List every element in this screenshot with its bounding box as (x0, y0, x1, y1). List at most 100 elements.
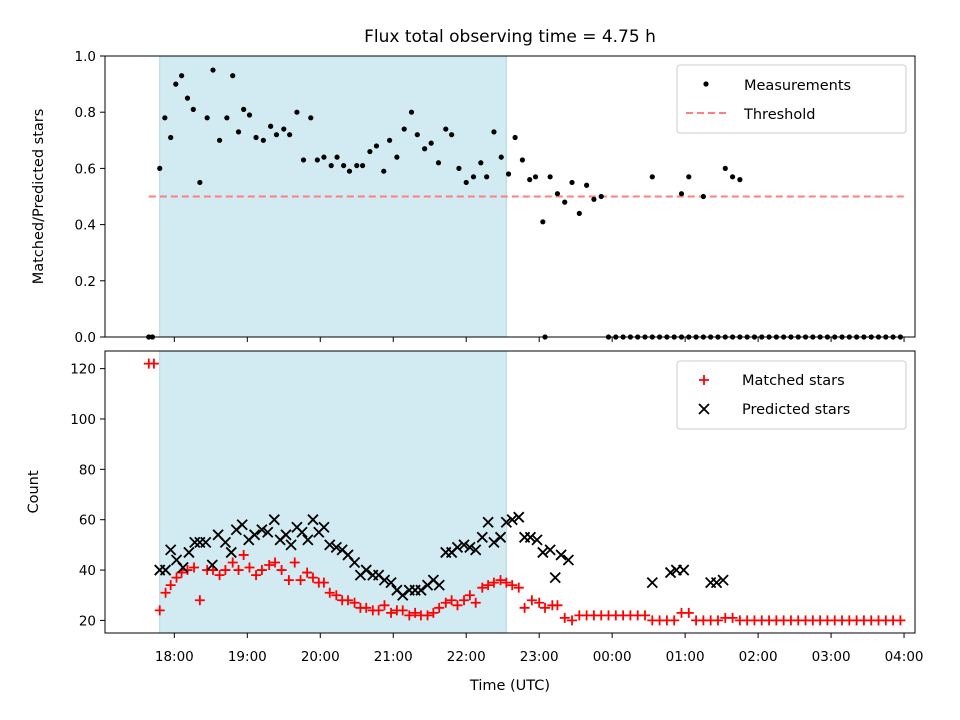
measurement-point (346, 168, 353, 174)
measurement-point (216, 137, 223, 143)
matched-star-point (361, 602, 372, 613)
measurement-point (470, 174, 477, 180)
x-tick-label: 21:00 (374, 649, 413, 665)
matched-star-point (283, 575, 294, 586)
predicted-star-point (451, 541, 464, 554)
bottom-plot-frame (104, 350, 916, 634)
matched-star-point (434, 602, 445, 613)
measurement-point (328, 162, 334, 169)
x-tick-label: 23:00 (520, 649, 559, 665)
matched-star-point (513, 582, 524, 593)
predicted-star-point (544, 544, 556, 556)
predicted-star-point (318, 521, 330, 533)
measurement-point (678, 191, 685, 197)
predicted-star-point (531, 534, 543, 546)
matched-star-point (373, 605, 384, 616)
measurement-point (478, 160, 484, 166)
predicted-star-point (710, 577, 723, 589)
bottom-y-tick-label: 60 (79, 513, 96, 529)
matched-star-point (379, 600, 390, 611)
measurement-point (268, 123, 274, 129)
matched-star-point (397, 605, 408, 616)
measurement-point (414, 132, 420, 138)
matched-star-point (318, 577, 329, 588)
measurement-point (700, 193, 706, 200)
matched-star-point (182, 565, 193, 576)
chart-title: Flux total observing time = 4.75 h (364, 27, 656, 47)
matched-star-point (410, 607, 421, 618)
measurement-point (204, 115, 210, 121)
predicted-star-point (464, 541, 476, 554)
matched-star-point (343, 595, 353, 606)
measurement-point (386, 137, 393, 143)
measurement-point (422, 146, 428, 152)
measurement-point (359, 162, 366, 169)
matched-star-point (270, 557, 281, 568)
measurement-point (532, 174, 539, 180)
top-y-tick-label: 0.4 (75, 218, 96, 234)
measurement-point (224, 115, 230, 121)
predicted-star-point (664, 566, 677, 579)
measurement-point (576, 210, 582, 216)
predicted-star-point (219, 536, 232, 548)
matched-star-points (143, 358, 906, 626)
measurement-point (367, 148, 373, 155)
measurement-point (562, 199, 568, 205)
predicted-star-point (159, 564, 172, 576)
matched-star-point (220, 565, 231, 576)
predicted-star-point (225, 546, 237, 559)
bottom-observing-window (159, 350, 507, 634)
matched-star-point (422, 610, 433, 621)
measurement-point (314, 157, 320, 163)
predicted-star-point (488, 536, 500, 548)
matched-star-point (349, 597, 360, 608)
top-observing-window (159, 55, 507, 338)
measurement-point (584, 182, 590, 188)
matched-star-point (895, 615, 906, 626)
matched-star-point (567, 615, 578, 626)
bottom-y-tick-label: 100 (70, 412, 96, 428)
predicted-star-point (415, 584, 427, 596)
predicted-star-point (256, 524, 268, 536)
matched-star-point (251, 570, 262, 581)
x-tick-label: 18:00 (155, 649, 194, 665)
top-y-tick-label: 1.0 (75, 49, 96, 65)
x-tick-label: 00:00 (593, 649, 632, 665)
matched-star-point (727, 612, 738, 623)
predicted-star-point (183, 546, 195, 559)
x-tick-label: 19:00 (228, 649, 267, 665)
matched-star-point (302, 567, 313, 578)
measurement-point (168, 134, 174, 141)
matched-star-point (386, 607, 397, 618)
matched-star-point (160, 587, 171, 598)
measurement-point (235, 129, 242, 135)
measurement-point (308, 115, 314, 121)
measurement-point (162, 115, 168, 121)
measurement-point (401, 126, 407, 132)
matched-star-point (519, 602, 530, 613)
measurement-point (435, 160, 442, 166)
measurement-point (737, 177, 743, 183)
predicted-star-point (189, 536, 201, 548)
predicted-star-point (397, 589, 409, 601)
predicted-star-point (262, 526, 274, 538)
predicted-star-point (555, 549, 567, 561)
legend-matched-marker (699, 375, 709, 385)
measurement-point (381, 168, 387, 174)
top-panel: 0.0 0.2 0.4 0.6 0.8 1.0 Flux total observing … (31, 27, 916, 346)
x-axis-label: Time (UTC) (469, 678, 550, 694)
measurement-point (273, 132, 280, 138)
legend-predicted-label: Predicted stars (742, 402, 850, 418)
x-tick-label: 22:00 (447, 649, 486, 665)
measurement-point (190, 106, 196, 112)
measurement-point (246, 112, 253, 118)
predicted-star-point (248, 529, 261, 541)
predicted-star-point (360, 564, 372, 576)
predicted-star-point (524, 531, 537, 543)
matched-star-point (324, 587, 335, 598)
measurement-point (408, 109, 415, 115)
matched-star-point (295, 575, 306, 586)
matched-star-point (289, 557, 300, 568)
top-x-ticks (173, 337, 905, 342)
matched-star-point (495, 575, 506, 586)
